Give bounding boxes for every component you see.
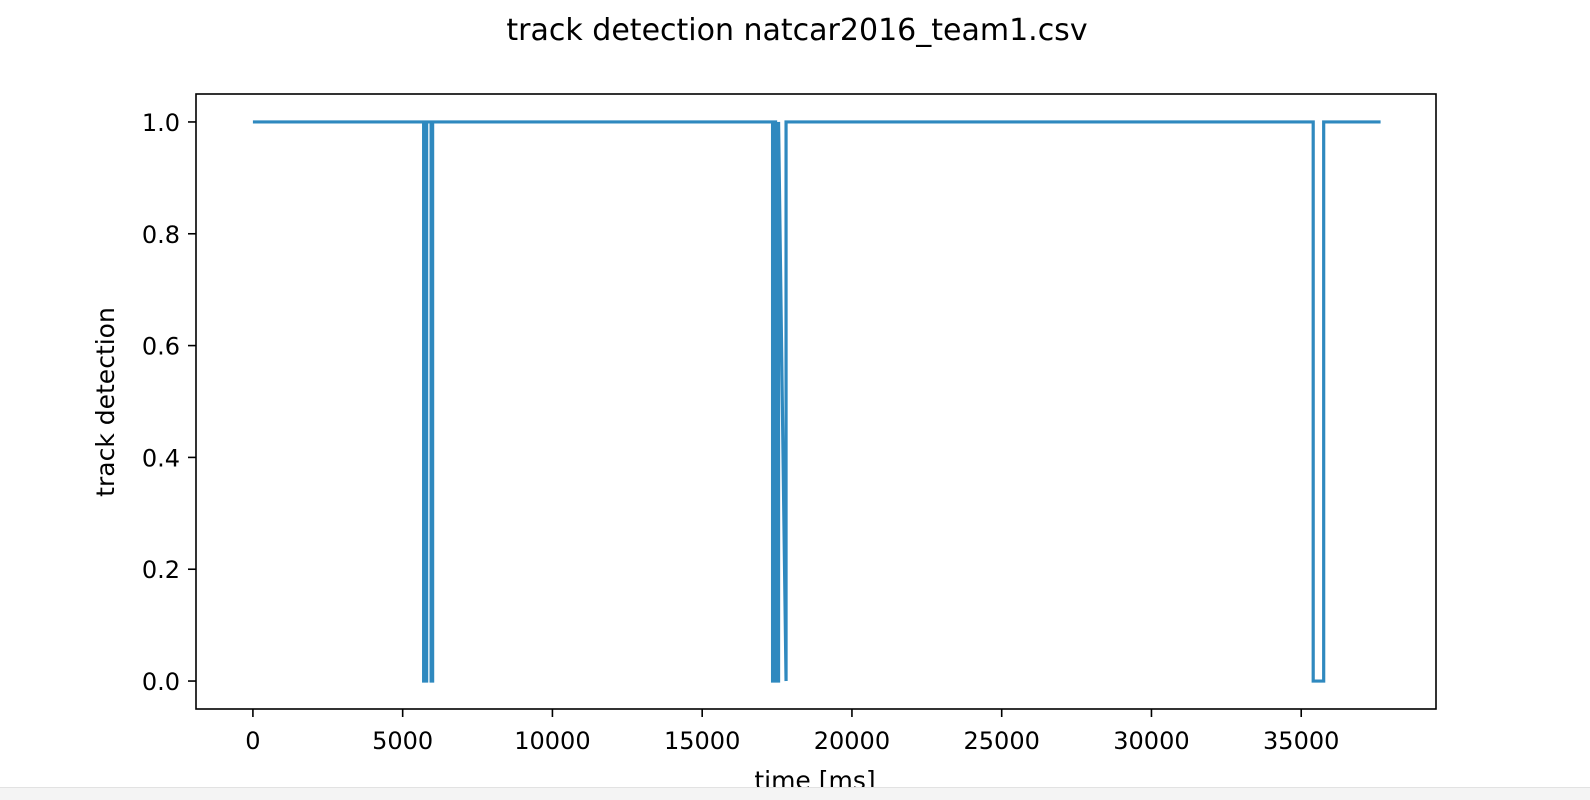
plot-frame: [195, 93, 1437, 710]
x-tick-label: 15000: [664, 727, 740, 755]
y-tick-label: 1.0: [142, 109, 180, 137]
series-line: [252, 120, 1381, 683]
y-axis-label: track detection: [91, 307, 120, 497]
x-tick-label: 0: [245, 727, 260, 755]
y-tick-label: 0.0: [142, 668, 180, 696]
y-tick-label: 0.2: [142, 556, 180, 584]
y-tick-label: 0.6: [142, 333, 180, 361]
x-tick-label: 25000: [964, 727, 1040, 755]
x-axis-label: time [ms]: [754, 766, 875, 788]
window-bottom-strip: [0, 787, 1590, 800]
y-tick-label: 0.8: [142, 221, 180, 249]
series-layer: [252, 120, 1381, 683]
y-axis-ticks: 0.0 0.2 0.4 0.6 0.8 1.0: [142, 109, 196, 696]
x-tick-label: 10000: [514, 727, 590, 755]
x-tick-label: 20000: [814, 727, 890, 755]
x-tick-label: 30000: [1113, 727, 1189, 755]
chart-title: track detection natcar2016_team1.csv: [506, 13, 1087, 48]
x-tick-label: 35000: [1263, 727, 1339, 755]
x-tick-label: 5000: [372, 727, 433, 755]
y-tick-label: 0.4: [142, 444, 180, 472]
x-axis-ticks: 0 5000 10000 15000 20000 25000 30000 35000: [245, 709, 1339, 755]
